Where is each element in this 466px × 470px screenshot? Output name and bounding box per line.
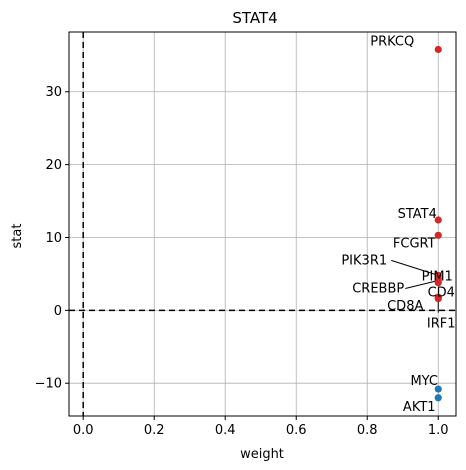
x-tick-label: 0.6 bbox=[286, 423, 307, 438]
y-tick-label: −10 bbox=[35, 377, 62, 392]
plot-frame bbox=[68, 31, 457, 417]
data-point bbox=[434, 231, 442, 239]
y-axis-label: stat bbox=[10, 224, 25, 249]
x-tick-label: 0.8 bbox=[357, 423, 378, 438]
data-points bbox=[434, 45, 442, 402]
grid bbox=[69, 32, 456, 416]
x-tick-label: 1.0 bbox=[428, 423, 449, 438]
reference-lines bbox=[69, 32, 456, 416]
point-labels: PRKCQ STAT4 FCGRT PIK3R1 PIM1 CREBBP CD4 CD8A IR… bbox=[341, 34, 455, 414]
data-point bbox=[434, 216, 442, 224]
label-leader-line bbox=[405, 279, 439, 289]
y-axis-ticks: −10 0 10 20 30 bbox=[35, 85, 69, 392]
point-label: CD4 bbox=[428, 286, 455, 301]
x-tick-label: 0.0 bbox=[73, 423, 94, 438]
y-tick-label: 30 bbox=[45, 85, 62, 100]
point-label: PRKCQ bbox=[370, 34, 414, 49]
point-label: AKT1 bbox=[403, 400, 436, 415]
y-tick-label: 0 bbox=[54, 304, 62, 319]
point-label: STAT4 bbox=[398, 207, 437, 222]
chart-title: STAT4 bbox=[232, 9, 277, 27]
point-label: MYC bbox=[410, 374, 438, 389]
data-point bbox=[434, 279, 442, 287]
point-label: PIM1 bbox=[422, 269, 453, 284]
y-tick-label: 10 bbox=[45, 231, 62, 246]
x-axis-label: weight bbox=[240, 447, 284, 462]
x-axis-ticks: 0.0 0.2 0.4 0.6 0.8 1.0 bbox=[73, 416, 449, 438]
data-point bbox=[434, 394, 442, 402]
data-point bbox=[434, 45, 442, 54]
x-tick-label: 0.4 bbox=[215, 423, 236, 438]
x-tick-label: 0.2 bbox=[144, 423, 165, 438]
data-point bbox=[434, 295, 442, 303]
point-label: PIK3R1 bbox=[341, 253, 387, 268]
point-label: CREBBP bbox=[352, 281, 404, 296]
y-tick-label: 20 bbox=[45, 158, 62, 173]
point-label: CD8A bbox=[387, 299, 423, 314]
data-point bbox=[434, 385, 442, 393]
point-label: IRF1 bbox=[427, 317, 456, 332]
point-label: FCGRT bbox=[393, 236, 436, 251]
label-leader-line bbox=[391, 259, 439, 276]
